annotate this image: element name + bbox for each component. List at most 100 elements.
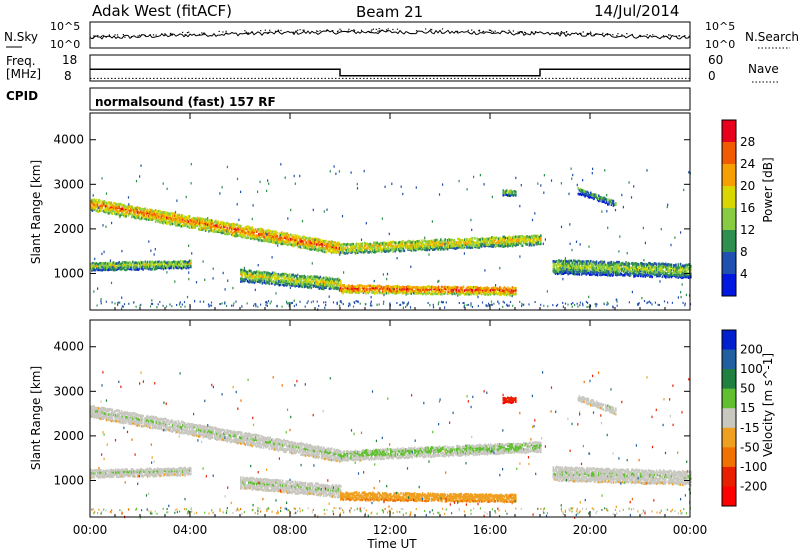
power-cell	[308, 245, 310, 249]
power-cell-ground	[562, 301, 564, 304]
power-cell-ground	[603, 302, 605, 305]
power-cell	[618, 260, 620, 264]
power-cell	[512, 292, 515, 296]
power-cell	[207, 219, 209, 223]
power-cell-ground	[140, 303, 142, 306]
power-cell	[284, 234, 286, 237]
velocity-cell	[90, 412, 92, 416]
power-cell	[243, 231, 245, 235]
power-cell	[336, 241, 339, 245]
power-cell	[148, 263, 150, 267]
power-cell	[502, 191, 505, 194]
power-cell	[159, 221, 161, 224]
noise-search-point	[319, 30, 321, 32]
power-cell	[174, 214, 176, 217]
power-cell	[325, 245, 327, 249]
power-cell	[657, 273, 659, 276]
power-cell	[428, 246, 431, 249]
power-cell	[443, 247, 445, 251]
power-cell	[357, 251, 359, 254]
power-cell	[258, 239, 260, 242]
power-cell	[668, 274, 670, 277]
power-cell	[243, 270, 245, 274]
power-cell	[140, 210, 142, 213]
power-cell	[315, 247, 317, 251]
power-cell	[250, 235, 252, 238]
noise-search-point	[164, 33, 166, 35]
power-cell	[484, 240, 486, 244]
power-cell	[451, 238, 453, 242]
power-cell	[242, 235, 244, 239]
power-cell	[123, 212, 125, 216]
power-cell	[503, 243, 506, 246]
power-cell	[399, 287, 401, 291]
power-cell-noise	[240, 190, 242, 194]
power-cell-ground	[646, 302, 648, 305]
power-cell	[143, 263, 145, 267]
power-cell-noise	[591, 172, 593, 175]
power-cell	[121, 266, 124, 270]
power-cell	[526, 240, 528, 243]
power-cell	[499, 238, 501, 241]
nave-label: Nave	[748, 62, 779, 76]
power-cell	[659, 270, 661, 274]
power-cell	[325, 242, 327, 246]
power-cell	[387, 291, 390, 295]
power-cell	[515, 240, 517, 244]
power-cell	[302, 277, 305, 281]
power-cell-noise	[442, 183, 444, 186]
power-cell	[470, 237, 473, 240]
power-cell	[536, 241, 539, 245]
power-cell-ground	[210, 301, 213, 304]
power-cell	[511, 190, 514, 194]
power-cell	[645, 270, 648, 273]
power-cell	[599, 265, 601, 268]
power-cell	[315, 281, 317, 285]
power-cell	[368, 246, 370, 250]
power-cell	[476, 243, 478, 247]
power-cell-ground	[180, 305, 182, 308]
power-cell	[109, 208, 111, 212]
power-cell	[446, 241, 449, 244]
power-cell	[594, 273, 597, 277]
power-cell	[134, 268, 136, 271]
power-cell	[200, 225, 202, 229]
power-cell	[110, 205, 113, 209]
power-cell	[438, 243, 441, 247]
velocity-cell	[103, 407, 106, 410]
power-cell	[627, 264, 630, 267]
power-cell	[202, 217, 205, 221]
power-cell	[382, 249, 384, 252]
power-cell	[655, 266, 658, 269]
power-cell-ground	[265, 304, 267, 307]
power-cell	[173, 264, 175, 268]
power-cell	[433, 239, 435, 242]
power-cell	[399, 249, 401, 253]
power-cell	[215, 219, 217, 223]
power-cell	[535, 236, 538, 240]
power-cell	[680, 265, 683, 269]
power-cell	[667, 273, 669, 277]
power-cell	[252, 271, 255, 274]
power-cell	[487, 293, 490, 296]
power-cell	[577, 270, 580, 274]
power-cell-noise	[531, 218, 534, 222]
power-cell	[343, 247, 345, 250]
power-cell	[355, 285, 358, 289]
power-cell	[150, 208, 152, 212]
power-cell	[437, 248, 440, 251]
power-cell	[153, 212, 156, 215]
power-cell	[579, 266, 582, 270]
power-cell	[640, 263, 642, 267]
power-cell	[405, 242, 408, 245]
power-cell-ground	[266, 302, 268, 305]
power-cell	[180, 214, 183, 217]
power-cell	[134, 206, 136, 210]
power-cell	[138, 217, 141, 221]
power-cell	[519, 240, 522, 244]
power-cell	[398, 248, 400, 251]
power-cell	[267, 278, 269, 282]
power-cell	[642, 264, 644, 268]
power-cell-noise	[571, 177, 573, 180]
power-cell	[95, 209, 98, 213]
